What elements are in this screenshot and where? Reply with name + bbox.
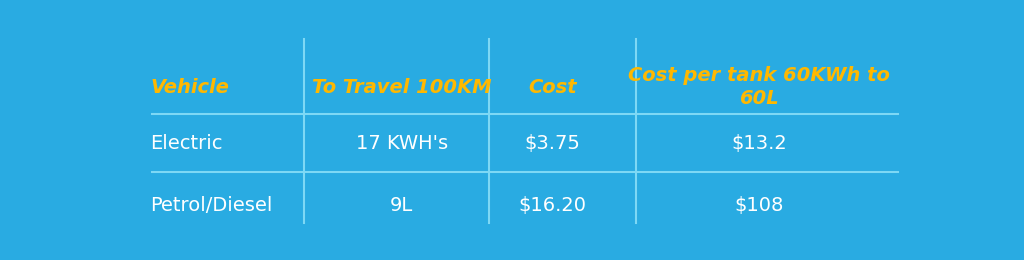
Text: $3.75: $3.75 [524,134,581,153]
Text: Vehicle: Vehicle [151,78,229,97]
Text: Petrol/Diesel: Petrol/Diesel [151,196,272,215]
Text: Cost: Cost [528,78,577,97]
Text: Cost per tank 60KWh to
60L: Cost per tank 60KWh to 60L [628,66,890,108]
Text: $13.2: $13.2 [731,134,786,153]
Text: 17 KWH's: 17 KWH's [355,134,447,153]
Text: $16.20: $16.20 [518,196,587,215]
Text: To Travel 100KM: To Travel 100KM [312,78,492,97]
Text: 9L: 9L [390,196,414,215]
Text: Electric: Electric [151,134,223,153]
Text: $108: $108 [734,196,783,215]
FancyBboxPatch shape [134,39,915,223]
